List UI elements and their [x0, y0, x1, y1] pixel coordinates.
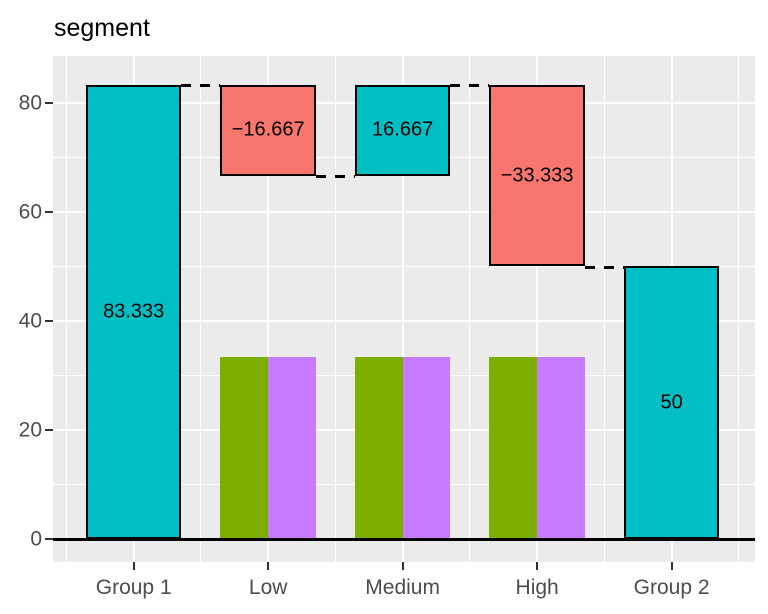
x-tick [267, 562, 270, 570]
dodged-bar-series-green-low [220, 357, 269, 540]
x-tick [401, 562, 404, 570]
y-tick-label: 40 [18, 309, 42, 333]
gridline-minor-v [334, 56, 336, 562]
gridline-minor-v [469, 56, 471, 562]
gridline-minor-v [65, 56, 67, 562]
y-tick-label: 20 [18, 418, 42, 442]
x-tick-label: Low [248, 576, 288, 599]
y-tick [45, 319, 53, 322]
y-tick [45, 538, 53, 541]
y-tick-label: 0 [30, 527, 42, 551]
gridline-major-h [53, 319, 755, 322]
y-tick [45, 101, 53, 104]
x-tick [132, 562, 135, 570]
x-tick [536, 562, 539, 570]
x-tick-label: Group 1 [95, 576, 172, 599]
gridline-major-v [401, 56, 404, 562]
connector-dashed-line [584, 265, 624, 269]
bar-value-label-medium: 16.667 [372, 118, 434, 141]
y-tick-label: 80 [18, 91, 42, 115]
bar-value-label-high: −33.333 [500, 164, 574, 187]
x-tick-label: High [515, 576, 559, 599]
bar-value-label-group-2: 50 [660, 391, 683, 414]
gridline-minor-v [738, 56, 740, 562]
bar-value-label-group-1: 83.333 [103, 300, 165, 323]
gridline-major-h [53, 210, 755, 213]
zero-line [53, 537, 755, 541]
gridline-minor-v [603, 56, 605, 562]
connector-dashed-line [315, 175, 355, 178]
gridline-minor-h [53, 265, 755, 267]
y-tick [45, 210, 53, 213]
gridline-major-v [267, 56, 270, 562]
dodged-bar-series-green-medium [354, 357, 403, 540]
connector-dashed-line [450, 84, 490, 88]
connector-dashed-line [181, 84, 221, 88]
waterfall-bar-medium [354, 84, 451, 176]
chart-title: segment [54, 14, 150, 42]
dodged-bar-series-purple-high [537, 357, 585, 540]
gridline-minor-v [200, 56, 202, 562]
waterfall-bar-group-1 [85, 84, 182, 540]
y-tick-label: 60 [18, 200, 42, 224]
y-tick [45, 429, 53, 432]
gridline-major-v [536, 56, 539, 562]
dodged-bar-series-purple-low [268, 357, 316, 540]
dodged-bar-series-green-high [489, 357, 538, 540]
waterfall-bar-high [489, 84, 585, 267]
x-tick-label: Medium [365, 576, 440, 599]
bar-value-label-low: −16.667 [231, 118, 305, 141]
x-tick-label: Group 2 [633, 576, 710, 599]
dodged-bar-series-purple-medium [402, 357, 451, 540]
waterfall-bar-group-2 [623, 266, 720, 540]
waterfall-bar-low [220, 84, 316, 176]
x-tick [670, 562, 673, 570]
